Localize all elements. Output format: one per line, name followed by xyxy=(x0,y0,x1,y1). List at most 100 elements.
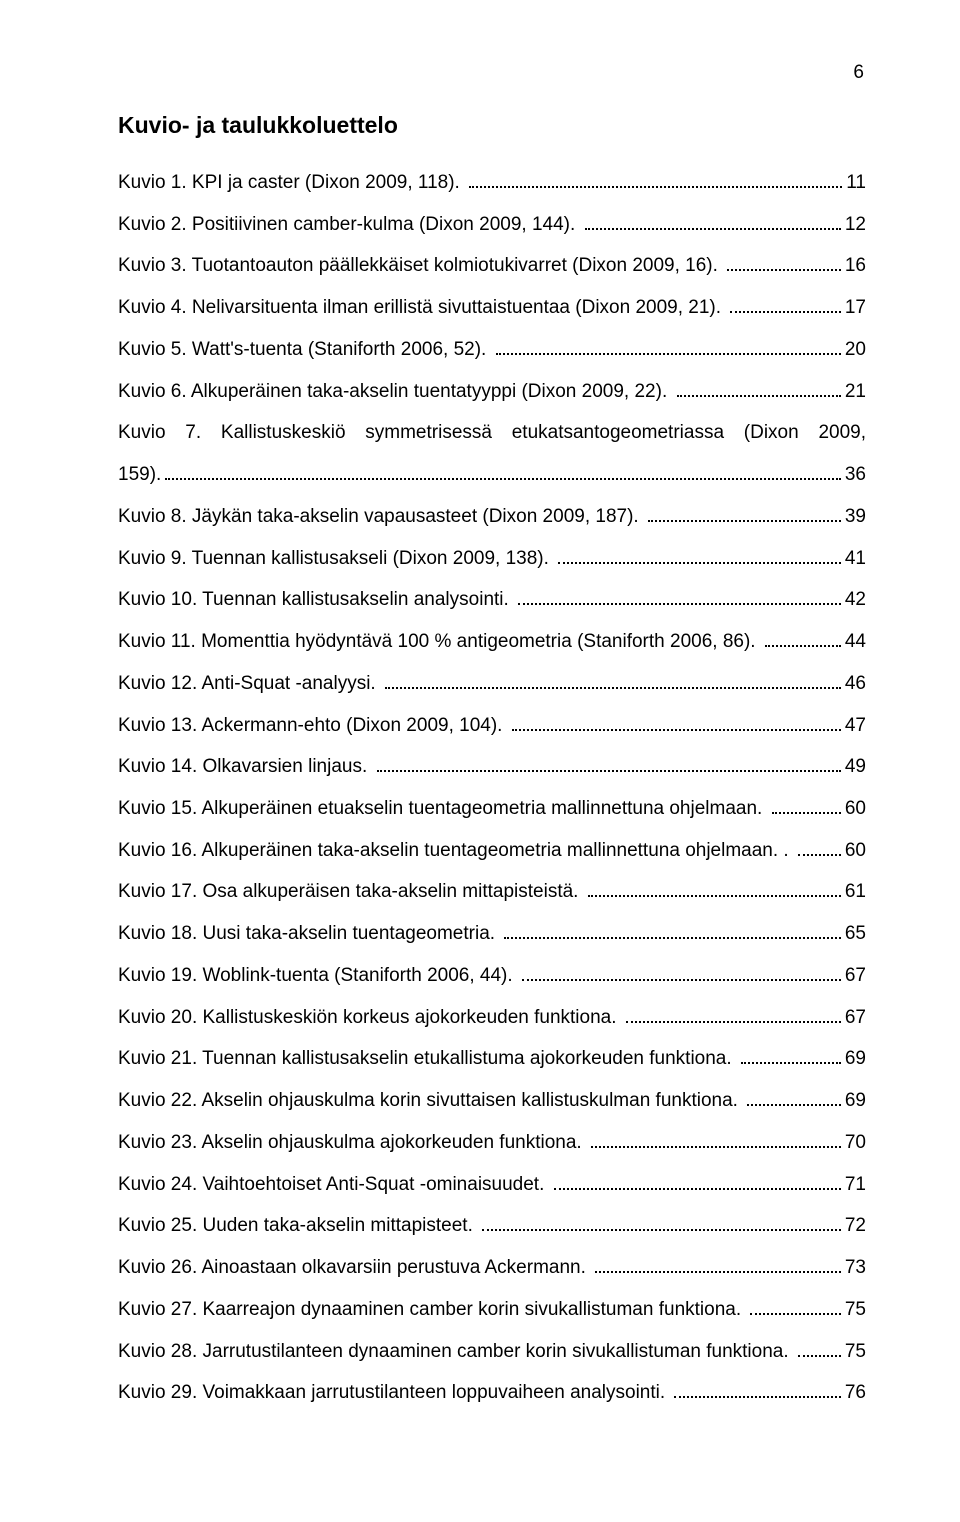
toc-entry: Kuvio 2. Positiivinen camber-kulma (Dixo… xyxy=(118,213,866,237)
toc-leader-dots xyxy=(496,339,841,355)
toc-entry-page: 67 xyxy=(845,964,866,988)
toc-entry-page: 75 xyxy=(845,1298,866,1322)
toc-leader-dots xyxy=(512,714,841,730)
toc-entry-label: Kuvio 6. Alkuperäinen taka-akselin tuent… xyxy=(118,380,673,404)
toc-entry: Kuvio 3. Tuotantoauton päällekkäiset kol… xyxy=(118,254,866,278)
toc-entry-page: 46 xyxy=(845,672,866,696)
toc-leader-dots xyxy=(585,213,841,229)
toc-entry-label: Kuvio 15. Alkuperäinen etuakselin tuenta… xyxy=(118,797,768,821)
toc-entry: Kuvio 7. Kallistuskeskiö symmetrisessä e… xyxy=(118,421,866,486)
toc-leader-dots xyxy=(747,1090,841,1106)
toc-entry-label: Kuvio 16. Alkuperäinen taka-akselin tuen… xyxy=(118,839,794,863)
toc-entry: Kuvio 18. Uusi taka-akselin tuentageomet… xyxy=(118,922,866,946)
toc-leader-dots xyxy=(558,547,841,563)
toc-entry-label: Kuvio 2. Positiivinen camber-kulma (Dixo… xyxy=(118,213,581,237)
toc-entry-page: 65 xyxy=(845,922,866,946)
toc-entry-label: Kuvio 13. Ackermann-ehto (Dixon 2009, 10… xyxy=(118,714,508,738)
toc-entry-page: 21 xyxy=(845,380,866,404)
toc-content: Kuvio- ja taulukkoluettelo Kuvio 1. KPI … xyxy=(118,112,866,1423)
toc-leader-dots xyxy=(595,1257,841,1273)
toc-entry-label: Kuvio 23. Akselin ohjauskulma ajokorkeud… xyxy=(118,1131,587,1155)
toc-entry: Kuvio 19. Woblink-tuenta (Staniforth 200… xyxy=(118,964,866,988)
toc-entry-page: 17 xyxy=(845,296,866,320)
toc-entry: Kuvio 25. Uuden taka-akselin mittapistee… xyxy=(118,1214,866,1238)
toc-entry-page: 20 xyxy=(845,338,866,362)
toc-entry: Kuvio 5. Watt's-tuenta (Staniforth 2006,… xyxy=(118,338,866,362)
toc-entry: Kuvio 21. Tuennan kallistusakselin etuka… xyxy=(118,1047,866,1071)
toc-entry-label: Kuvio 18. Uusi taka-akselin tuentageomet… xyxy=(118,922,500,946)
toc-entry-label: Kuvio 28. Jarrutustilanteen dynaaminen c… xyxy=(118,1340,794,1364)
toc-entry-page: 71 xyxy=(845,1173,866,1197)
toc-entry: Kuvio 26. Ainoastaan olkavarsiin perustu… xyxy=(118,1256,866,1280)
toc-entry-page: 11 xyxy=(846,171,866,195)
toc-entry-label: Kuvio 27. Kaarreajon dynaaminen camber k… xyxy=(118,1298,746,1322)
toc-leader-dots xyxy=(765,631,841,647)
toc-leader-dots xyxy=(727,255,841,271)
toc-entry-page: 69 xyxy=(845,1089,866,1113)
toc-entry: Kuvio 23. Akselin ohjauskulma ajokorkeud… xyxy=(118,1131,866,1155)
toc-leader-dots xyxy=(677,380,841,396)
toc-entry-page: 44 xyxy=(845,630,866,654)
toc-entry-page: 61 xyxy=(845,880,866,904)
toc-entry-page: 76 xyxy=(845,1381,866,1405)
toc-leader-dots xyxy=(385,673,841,689)
toc-entry-page: 36 xyxy=(845,463,866,487)
toc-entry-page: 69 xyxy=(845,1047,866,1071)
toc-entry-label: Kuvio 14. Olkavarsien linjaus. xyxy=(118,755,373,779)
toc-leader-dots xyxy=(518,589,841,605)
toc-entry: Kuvio 4. Nelivarsituenta ilman erillistä… xyxy=(118,296,866,320)
toc-entry-label: Kuvio 5. Watt's-tuenta (Staniforth 2006,… xyxy=(118,338,492,362)
toc-entry-label: Kuvio 7. Kallistuskeskiö symmetrisessä e… xyxy=(118,421,866,445)
toc-leader-dots xyxy=(798,1340,841,1356)
toc-leader-dots xyxy=(772,798,841,814)
toc-entry-label: Kuvio 12. Anti-Squat -analyysi. xyxy=(118,672,381,696)
toc-list: Kuvio 1. KPI ja caster (Dixon 2009, 118)… xyxy=(118,171,866,1405)
toc-entry-label: Kuvio 11. Momenttia hyödyntävä 100 % ant… xyxy=(118,630,761,654)
toc-leader-dots xyxy=(522,965,841,981)
toc-entry-page: 60 xyxy=(845,797,866,821)
toc-entry-page: 39 xyxy=(845,505,866,529)
toc-entry-page: 49 xyxy=(845,755,866,779)
toc-entry-page: 67 xyxy=(845,1006,866,1030)
toc-entry: Kuvio 27. Kaarreajon dynaaminen camber k… xyxy=(118,1298,866,1322)
toc-entry: Kuvio 9. Tuennan kallistusakseli (Dixon … xyxy=(118,547,866,571)
toc-entry: Kuvio 14. Olkavarsien linjaus. 49 xyxy=(118,755,866,779)
toc-entry: Kuvio 11. Momenttia hyödyntävä 100 % ant… xyxy=(118,630,866,654)
toc-entry-page: 75 xyxy=(845,1340,866,1364)
toc-leader-dots xyxy=(504,923,841,939)
toc-entry-label: Kuvio 4. Nelivarsituenta ilman erillistä… xyxy=(118,296,726,320)
toc-entry-page: 70 xyxy=(845,1131,866,1155)
toc-leader-dots xyxy=(377,756,841,772)
toc-entry-label: Kuvio 1. KPI ja caster (Dixon 2009, 118)… xyxy=(118,171,465,195)
toc-leader-dots xyxy=(730,297,841,313)
toc-entry: Kuvio 24. Vaihtoehtoiset Anti-Squat -omi… xyxy=(118,1173,866,1197)
toc-leader-dots xyxy=(588,881,841,897)
toc-entry: Kuvio 22. Akselin ohjauskulma korin sivu… xyxy=(118,1089,866,1113)
toc-entry-label: Kuvio 21. Tuennan kallistusakselin etuka… xyxy=(118,1047,737,1071)
toc-entry: Kuvio 12. Anti-Squat -analyysi. 46 xyxy=(118,672,866,696)
toc-leader-dots xyxy=(554,1173,841,1189)
toc-entry: Kuvio 15. Alkuperäinen etuakselin tuenta… xyxy=(118,797,866,821)
toc-heading: Kuvio- ja taulukkoluettelo xyxy=(118,112,866,139)
toc-entry-page: 60 xyxy=(845,839,866,863)
toc-entry-label: 159). xyxy=(118,463,161,487)
toc-entry-page: 73 xyxy=(845,1256,866,1280)
toc-entry-label: Kuvio 25. Uuden taka-akselin mittapistee… xyxy=(118,1214,478,1238)
toc-leader-dots xyxy=(482,1215,841,1231)
page-number: 6 xyxy=(853,62,864,84)
toc-entry: Kuvio 8. Jäykän taka-akselin vapausastee… xyxy=(118,505,866,529)
toc-entry-page: 47 xyxy=(845,714,866,738)
toc-leader-dots xyxy=(750,1299,840,1315)
toc-entry-label: Kuvio 9. Tuennan kallistusakseli (Dixon … xyxy=(118,547,554,571)
toc-entry-label: Kuvio 24. Vaihtoehtoiset Anti-Squat -omi… xyxy=(118,1173,550,1197)
toc-entry: Kuvio 1. KPI ja caster (Dixon 2009, 118)… xyxy=(118,171,866,195)
toc-entry-page: 41 xyxy=(845,547,866,571)
toc-entry-line2: 159). 36 xyxy=(118,463,866,487)
toc-leader-dots xyxy=(674,1382,840,1398)
toc-leader-dots xyxy=(798,840,841,856)
toc-entry-page: 16 xyxy=(845,254,866,278)
toc-leader-dots xyxy=(469,172,842,188)
toc-entry-page: 12 xyxy=(845,213,866,237)
toc-entry-page: 72 xyxy=(845,1214,866,1238)
toc-entry-label: Kuvio 26. Ainoastaan olkavarsiin perustu… xyxy=(118,1256,591,1280)
